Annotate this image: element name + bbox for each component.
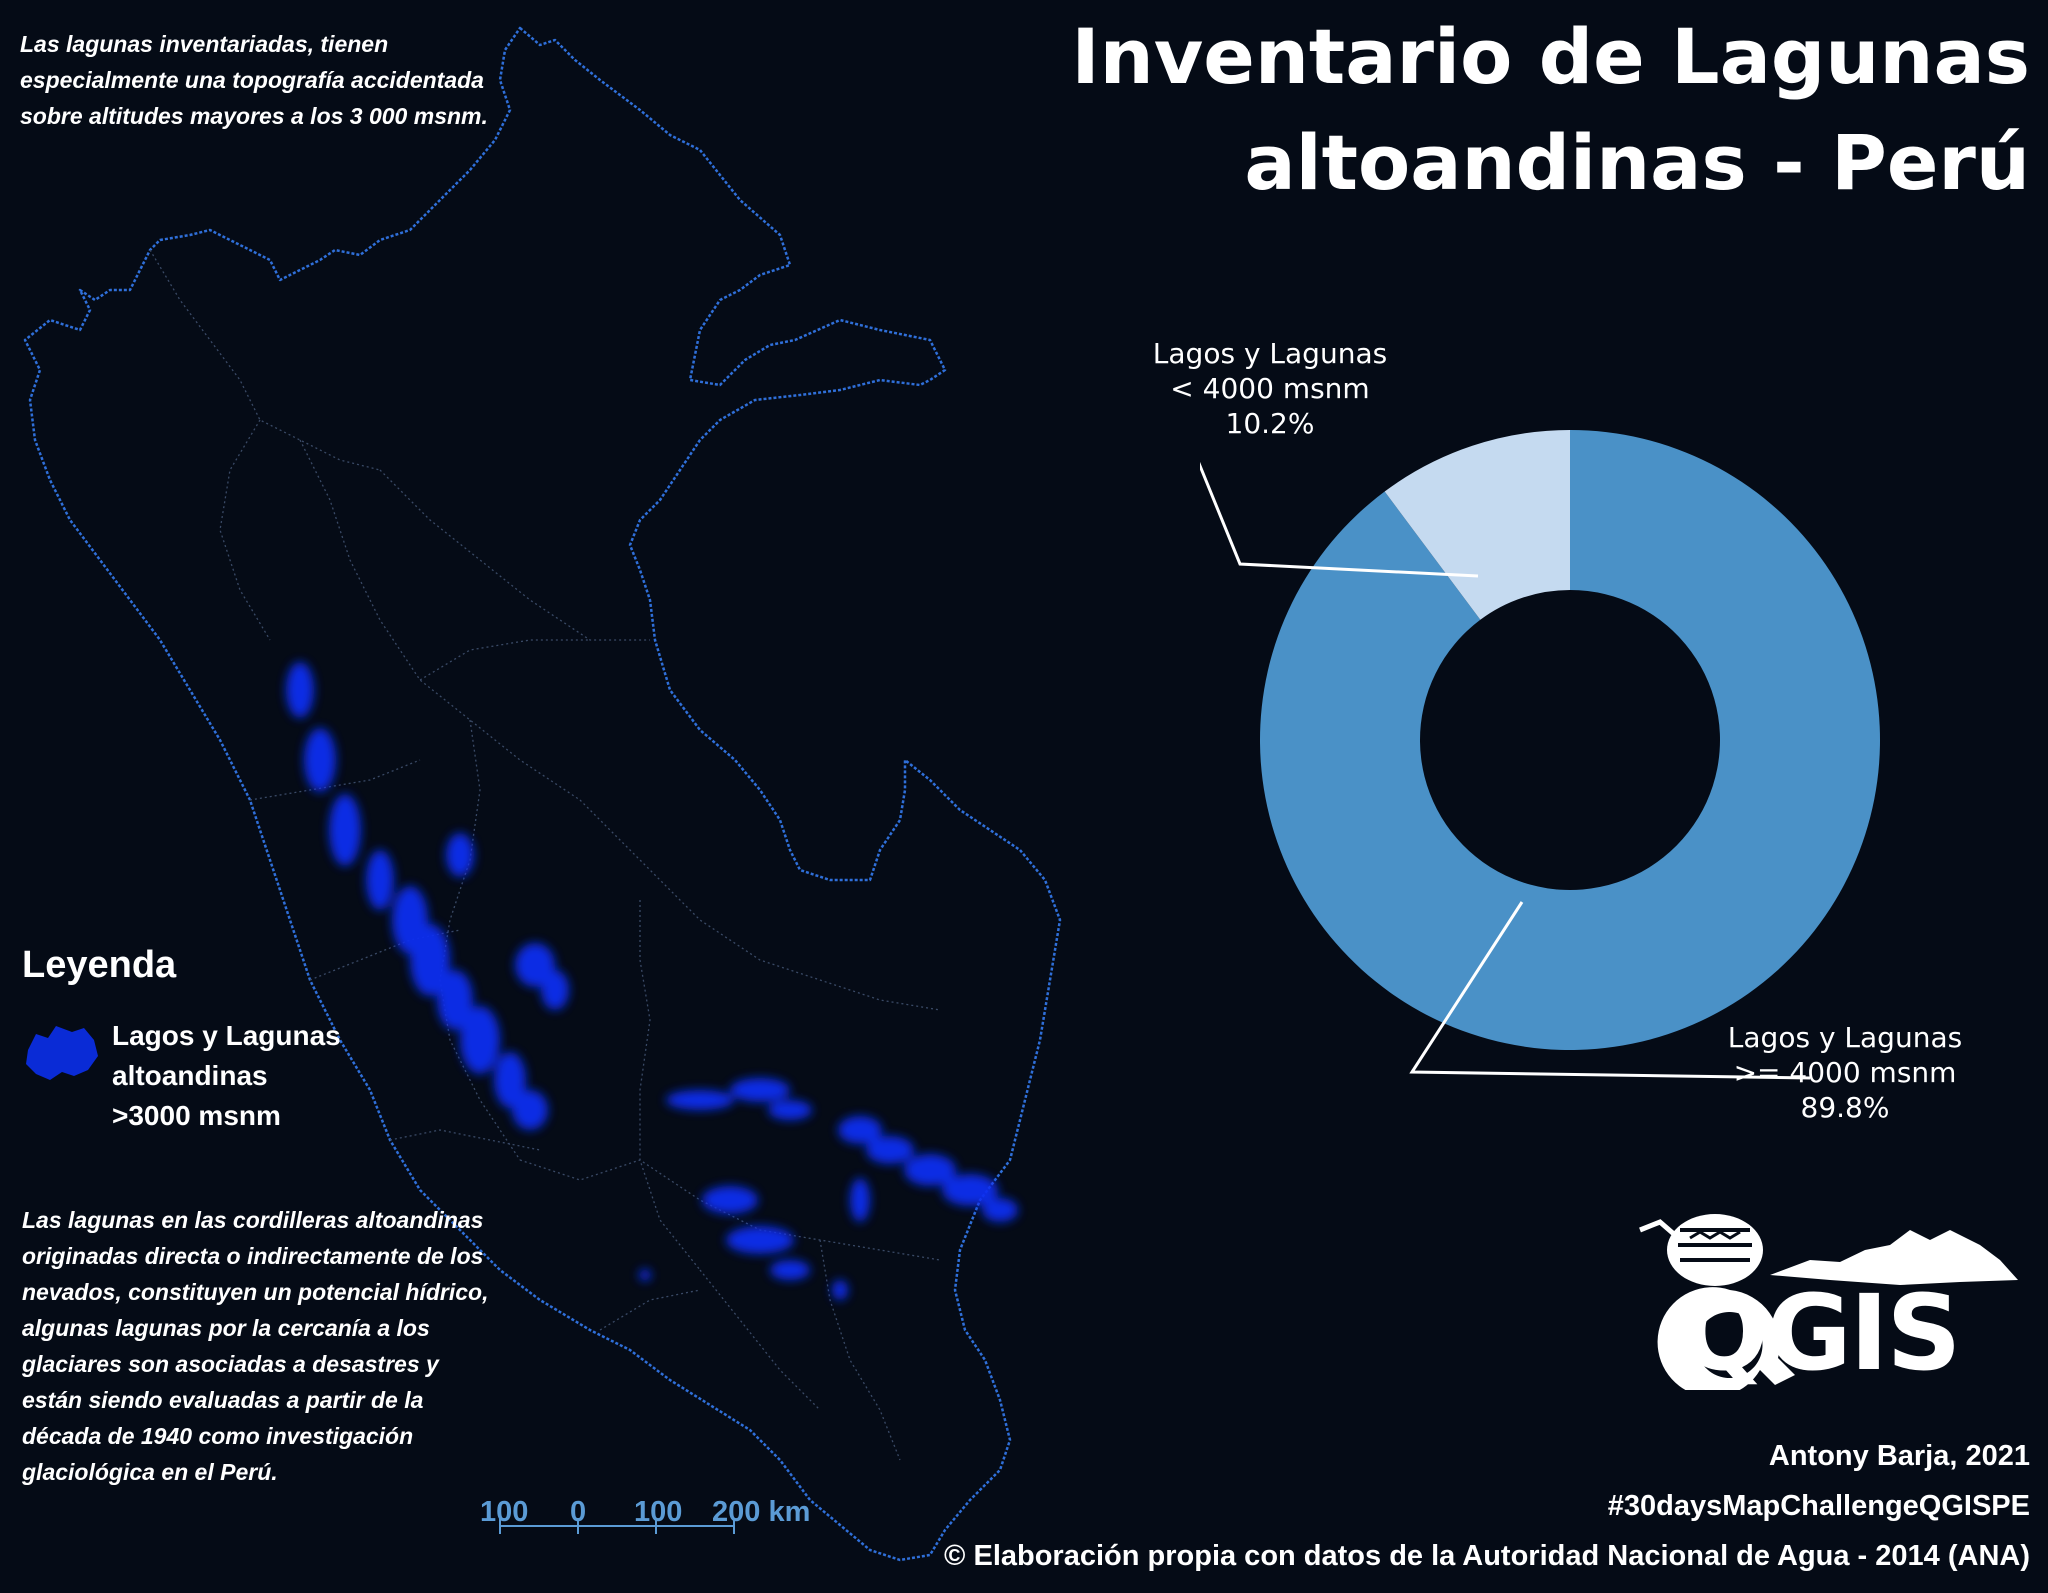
credit-author: Antony Barja, 2021: [1768, 1440, 2030, 1472]
scale-bar: [499, 1518, 735, 1534]
map-title: Inventario de Lagunas altoandinas - Perú: [1030, 4, 2030, 216]
donut-label-large-value: 89.8%: [1800, 1091, 1890, 1124]
credit-source: © Elaboración propia con datos de la Aut…: [944, 1540, 2030, 1572]
donut-label-small-line-1: Lagos y Lagunas: [1152, 337, 1388, 370]
donut-label-large-line-2: >= 4000 msnm: [1733, 1056, 1957, 1089]
q-shape: [1657, 1287, 1795, 1390]
mountain-silhouette: [1770, 1230, 2018, 1285]
donut-label-small-line-2: < 4000 msnm: [1170, 372, 1370, 405]
legend-label-line-1: Lagos y Lagunas: [112, 1020, 341, 1051]
leader-line-small: [1200, 461, 1479, 578]
leader-line-large: [1409, 901, 1811, 1080]
legend-title: Leyenda: [22, 944, 177, 986]
qgis-logo-text: QGIS: [1680, 1272, 1961, 1394]
scale-label-1: 0: [570, 1496, 587, 1528]
legend-swatch: [26, 1026, 98, 1080]
donut-label-large-line-1: Lagos y Lagunas: [1727, 1021, 1963, 1054]
legend-label: Lagos y Lagunas altoandinas >3000 msnm: [112, 1016, 341, 1136]
legend-label-line-3: >3000 msnm: [112, 1100, 281, 1131]
bottom-note: Las lagunas en las cordilleras altoandin…: [22, 1207, 489, 1485]
scale-label-3: 200 km: [712, 1496, 811, 1528]
lakes-layer: [286, 662, 1018, 1300]
title-line-1: Inventario de Lagunas: [1071, 12, 2030, 101]
scale-label-2: 100: [634, 1496, 683, 1528]
credit-hashtag: #30daysMapChallengeQGISPE: [1607, 1490, 2030, 1522]
peru-map: [23, 26, 1062, 1562]
donut-label-small: Lagos y Lagunas < 4000 msnm 10.2%: [1120, 336, 1420, 441]
donut-slice-1: [1384, 430, 1570, 620]
legend-label-line-2: altoandinas: [112, 1060, 268, 1091]
donut-slice-0: [1260, 430, 1880, 1050]
donut-chart: [1200, 430, 1880, 1080]
donut-label-small-value: 10.2%: [1225, 407, 1315, 440]
scale-label-0: 100: [480, 1496, 529, 1528]
donut-label-large: Lagos y Lagunas >= 4000 msnm 89.8%: [1690, 1020, 2000, 1125]
qgis-logo-graphic: [1639, 1214, 2018, 1390]
country-border: [23, 26, 1062, 1562]
top-note: Las lagunas inventariadas, tienen especi…: [20, 31, 488, 129]
title-line-2: altoandinas - Perú: [1244, 118, 2030, 207]
